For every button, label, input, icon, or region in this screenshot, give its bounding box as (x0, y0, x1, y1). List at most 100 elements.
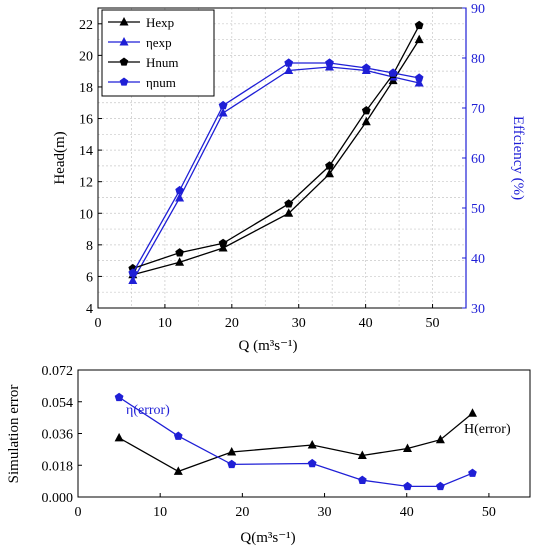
legend-label-hexp: Hexp (146, 15, 174, 30)
x-tick-label: 10 (153, 505, 167, 520)
y-tick-label: 16 (79, 113, 93, 128)
series-line-1 (132, 66, 420, 281)
top-x-axis-label: Q (m³s⁻¹) (239, 338, 298, 354)
data-point-2-1 (175, 248, 184, 257)
series-line-2 (132, 25, 420, 270)
y-tick-label: 8 (86, 239, 93, 254)
error-point-0-5 (403, 443, 412, 452)
top-y2-axis-label: Effciency (%) (510, 116, 526, 200)
legend-label-etaexp: ηexp (146, 35, 172, 50)
error-point-0-1 (173, 466, 183, 475)
legend-triangle-marker-icon (119, 17, 129, 26)
data-point-1-0 (128, 275, 138, 284)
y-tick-label: 6 (86, 270, 93, 285)
error-point-1-1 (173, 431, 183, 440)
error-point-1-7 (468, 468, 477, 477)
y2-tick-label: 50 (471, 202, 485, 217)
y2-tick-label: 80 (471, 52, 485, 67)
bottom-ticks: 0 10 20 30 40 50 0.000 0.018 0.036 0.054 0.072 (42, 364, 496, 520)
y-tick-label: 0.000 (42, 491, 74, 506)
y2-tick-label: 60 (471, 152, 485, 167)
data-point-3-6 (388, 68, 398, 77)
data-point-3-0 (128, 268, 138, 277)
legend: Hexp ηexp Hnum ηnum (101, 9, 215, 97)
data-point-2-4 (325, 161, 334, 170)
error-point-0-2 (227, 447, 237, 456)
x-tick-label: 20 (225, 316, 239, 331)
y2-tick-label: 30 (471, 302, 485, 317)
bottom-x-axis-label: Q(m³s⁻¹) (240, 530, 295, 546)
data-point-3-7 (414, 73, 424, 82)
data-point-3-4 (325, 58, 334, 67)
data-point-2-7 (414, 20, 424, 30)
y-tick-label: 20 (79, 49, 93, 64)
x-tick-label: 0 (75, 505, 82, 520)
y2-tick-label: 40 (471, 252, 485, 267)
error-series-line-0 (118, 412, 473, 473)
x-tick-label: 50 (482, 505, 496, 520)
legend-pentagon-marker-icon (119, 77, 129, 86)
simulation-error-chart: 0 10 20 30 40 50 0.000 0.018 0.036 0.054 0.072 Q(m… (6, 364, 531, 546)
legend-entry-etaexp: ηexp (108, 35, 172, 50)
legend-pentagon-marker-icon (119, 57, 129, 66)
top-grid (98, 7, 466, 308)
bottom-series (114, 392, 477, 491)
error-point-1-3 (307, 458, 317, 468)
x-tick-label: 0 (95, 316, 102, 331)
legend-label-hnum: Hnum (146, 55, 179, 70)
data-point-1-1 (175, 193, 185, 202)
data-point-0-7 (414, 34, 424, 44)
data-point-1-7 (414, 78, 424, 87)
error-point-1-4 (358, 475, 367, 484)
y-tick-label: 22 (79, 18, 93, 33)
data-point-2-2 (218, 238, 228, 247)
y-tick-label: 14 (79, 144, 93, 159)
data-point-0-2 (218, 243, 228, 252)
data-point-3-1 (175, 185, 184, 195)
data-point-3-2 (218, 100, 228, 110)
head-efficiency-chart: 0 10 20 30 40 50 4 6 8 10 12 14 16 18 20 22 30 40 50 60 70 80… (52, 2, 526, 354)
h-error-annotation: H(error) (464, 422, 511, 437)
error-point-0-4 (357, 450, 367, 459)
x-tick-label: 40 (359, 316, 373, 331)
error-point-1-6 (436, 481, 445, 491)
bottom-y-axis-label: Simulation error (6, 385, 22, 484)
data-point-3-3 (284, 58, 294, 67)
legend-triangle-marker-icon (119, 37, 129, 46)
y2-tick-label: 90 (471, 2, 485, 17)
error-point-1-5 (403, 481, 412, 491)
data-point-2-3 (284, 199, 294, 208)
y-tick-label: 12 (79, 176, 93, 191)
error-point-0-3 (307, 440, 317, 449)
y-tick-label: 4 (86, 302, 93, 317)
x-tick-label: 10 (158, 316, 172, 331)
x-tick-label: 50 (426, 316, 440, 331)
x-tick-label: 20 (235, 505, 249, 520)
data-point-1-3 (284, 65, 294, 74)
eta-error-annotation: η(error) (126, 403, 170, 418)
x-tick-label: 40 (400, 505, 414, 520)
y-tick-label: 18 (79, 81, 93, 96)
error-series-line-1 (118, 396, 473, 488)
data-point-0-3 (284, 208, 294, 217)
top-ticks: 0 10 20 30 40 50 4 6 8 10 12 14 16 18 20 22 30 40 50 60 70 80… (79, 2, 485, 331)
y-tick-label: 0.054 (42, 396, 74, 411)
error-point-0-0 (114, 432, 124, 442)
data-point-0-4 (325, 168, 334, 178)
series-line-0 (132, 39, 420, 276)
legend-entry-hnum: Hnum (108, 55, 179, 70)
y-tick-label: 10 (79, 207, 93, 222)
series-line-3 (132, 62, 420, 274)
legend-entry-hexp: Hexp (108, 15, 174, 30)
legend-label-etanum: ηnum (146, 75, 176, 90)
y2-tick-label: 70 (471, 102, 485, 117)
x-tick-label: 30 (318, 505, 332, 520)
data-point-0-1 (175, 257, 185, 266)
top-series (128, 20, 424, 284)
error-point-0-6 (435, 434, 445, 444)
y-tick-label: 0.018 (42, 459, 74, 474)
y-tick-label: 0.036 (42, 428, 74, 443)
data-point-1-2 (218, 108, 228, 117)
data-point-0-5 (361, 116, 371, 126)
error-point-1-0 (114, 392, 124, 402)
